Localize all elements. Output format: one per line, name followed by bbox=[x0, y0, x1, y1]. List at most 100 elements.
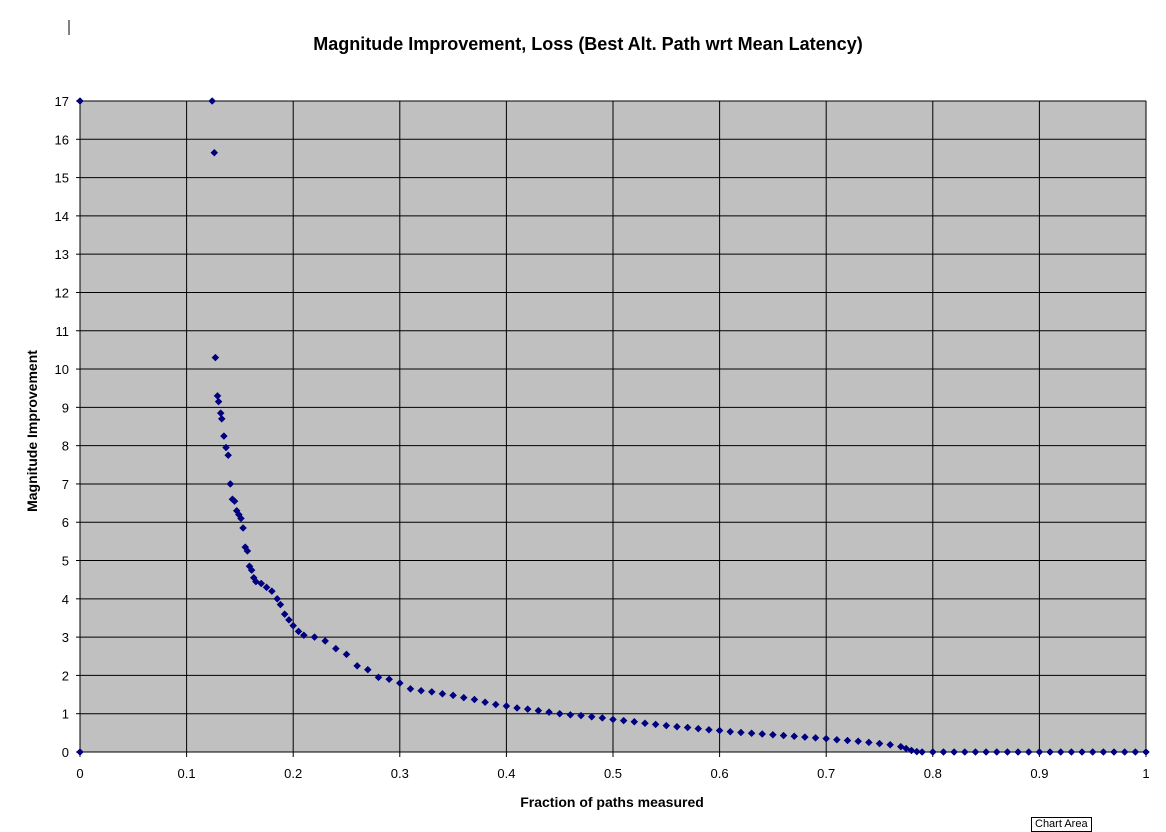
data-point bbox=[230, 497, 239, 506]
data-point bbox=[222, 443, 230, 452]
data-point bbox=[276, 600, 285, 609]
y-tick-label: 7 bbox=[62, 477, 69, 492]
data-point bbox=[758, 730, 767, 738]
y-tick-label: 6 bbox=[62, 515, 69, 530]
x-tick-label: 0.8 bbox=[924, 766, 942, 781]
data-point bbox=[1110, 748, 1118, 756]
data-point bbox=[726, 727, 735, 736]
data-point bbox=[1078, 748, 1086, 756]
data-point bbox=[609, 715, 617, 724]
data-point bbox=[534, 706, 543, 715]
data-point bbox=[918, 748, 926, 756]
data-point bbox=[864, 738, 873, 747]
data-point bbox=[331, 644, 340, 653]
data-point bbox=[779, 731, 788, 740]
data-point bbox=[374, 673, 383, 682]
y-tick-label: 10 bbox=[55, 362, 69, 377]
y-tick-label: 12 bbox=[55, 285, 69, 300]
data-point bbox=[587, 712, 596, 721]
data-point bbox=[243, 547, 252, 555]
data-point bbox=[673, 722, 681, 731]
data-point bbox=[239, 524, 247, 532]
data-point bbox=[1067, 748, 1076, 756]
data-point bbox=[220, 432, 228, 440]
data-point bbox=[294, 627, 303, 636]
data-point bbox=[210, 148, 219, 157]
y-tick-label: 14 bbox=[55, 209, 69, 224]
data-point bbox=[1003, 748, 1012, 756]
x-tick-label: 0.6 bbox=[711, 766, 729, 781]
y-tick-label: 11 bbox=[56, 324, 70, 339]
data-point bbox=[513, 704, 521, 712]
data-point bbox=[395, 679, 404, 687]
data-point bbox=[217, 414, 226, 423]
y-tick-label: 8 bbox=[62, 439, 69, 454]
data-point bbox=[875, 739, 884, 748]
data-point bbox=[237, 514, 245, 523]
data-point bbox=[417, 686, 425, 695]
data-point bbox=[76, 748, 84, 756]
x-axis-title: Fraction of paths measured bbox=[520, 794, 704, 810]
data-point bbox=[280, 610, 289, 618]
data-point bbox=[449, 691, 457, 700]
y-tick-label: 2 bbox=[62, 668, 69, 683]
data-point bbox=[214, 397, 223, 406]
x-tick-label: 0.9 bbox=[1030, 766, 1048, 781]
data-point bbox=[481, 698, 489, 707]
data-point bbox=[1024, 748, 1033, 756]
data-point bbox=[226, 480, 235, 488]
data-point bbox=[1142, 748, 1150, 756]
y-tick-label: 16 bbox=[55, 132, 69, 147]
data-point bbox=[747, 729, 756, 738]
data-point bbox=[247, 566, 256, 574]
x-tick-label: 1 bbox=[1142, 766, 1149, 781]
data-point bbox=[822, 734, 831, 743]
data-point bbox=[928, 748, 937, 756]
data-point bbox=[268, 587, 276, 596]
data-point bbox=[902, 744, 911, 753]
x-tick-labels: 0 0.1 0.2 0.3 0.4 0.5 0.6 0.7 0.8 0.9 1 bbox=[76, 766, 1149, 781]
data-point bbox=[737, 728, 745, 737]
data-point bbox=[502, 702, 511, 710]
data-point bbox=[438, 689, 447, 698]
data-point bbox=[300, 631, 308, 640]
y-tick-label: 17 bbox=[55, 94, 69, 109]
data-point bbox=[1056, 748, 1065, 756]
data-point bbox=[769, 730, 777, 739]
data-point bbox=[662, 721, 671, 730]
data-point bbox=[76, 97, 84, 105]
chart-area-tooltip: Chart Area bbox=[1031, 817, 1092, 832]
x-tick-label: 0.3 bbox=[391, 766, 409, 781]
data-point bbox=[363, 665, 372, 674]
x-tick-label: 0.1 bbox=[178, 766, 196, 781]
data-point bbox=[715, 726, 724, 735]
data-point bbox=[353, 661, 362, 670]
data-point bbox=[982, 748, 990, 756]
data-point bbox=[273, 594, 282, 603]
y-tick-label: 9 bbox=[62, 400, 69, 415]
data-point bbox=[1088, 748, 1097, 756]
data-point bbox=[1131, 748, 1140, 756]
data-point bbox=[960, 748, 969, 756]
data-point bbox=[321, 637, 330, 645]
data-point bbox=[694, 724, 703, 733]
data-point bbox=[833, 735, 841, 744]
data-point bbox=[1099, 748, 1108, 756]
data-point bbox=[224, 451, 233, 460]
data-point bbox=[1035, 748, 1044, 756]
data-point bbox=[886, 740, 895, 749]
data-point bbox=[470, 695, 479, 704]
x-tick-label: 0.4 bbox=[497, 766, 515, 781]
data-point bbox=[385, 675, 393, 684]
data-point bbox=[1120, 748, 1129, 756]
data-point bbox=[566, 711, 575, 719]
data-point bbox=[1046, 748, 1054, 756]
data-point bbox=[555, 709, 564, 718]
x-tick-label: 0.7 bbox=[817, 766, 835, 781]
chart-title: Magnitude Improvement, Loss (Best Alt. P… bbox=[313, 34, 862, 54]
data-point bbox=[950, 748, 958, 756]
data-point bbox=[683, 723, 692, 732]
data-point bbox=[619, 716, 628, 725]
